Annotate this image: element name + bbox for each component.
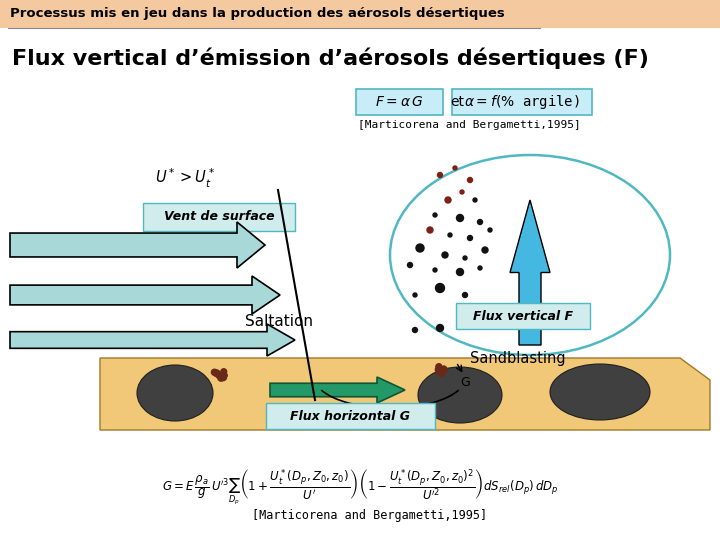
Circle shape — [478, 266, 482, 270]
Circle shape — [456, 214, 464, 221]
Circle shape — [453, 166, 457, 170]
Circle shape — [473, 198, 477, 202]
Circle shape — [460, 190, 464, 194]
Circle shape — [442, 366, 446, 370]
Text: Flux horizontal G: Flux horizontal G — [290, 409, 410, 422]
Circle shape — [222, 372, 227, 377]
Text: et: et — [450, 95, 464, 109]
Ellipse shape — [418, 367, 502, 423]
Circle shape — [456, 268, 464, 275]
Circle shape — [216, 372, 221, 378]
Circle shape — [463, 256, 467, 260]
Circle shape — [436, 325, 444, 332]
Text: $\alpha = f(\%$ argile): $\alpha = f(\%$ argile) — [464, 93, 580, 111]
Circle shape — [436, 368, 439, 372]
Polygon shape — [10, 222, 265, 268]
Circle shape — [443, 368, 446, 372]
Ellipse shape — [137, 365, 213, 421]
FancyBboxPatch shape — [452, 89, 592, 115]
Circle shape — [214, 370, 220, 376]
Circle shape — [408, 262, 413, 267]
Circle shape — [427, 227, 433, 233]
Ellipse shape — [550, 364, 650, 420]
Circle shape — [413, 327, 418, 333]
Circle shape — [462, 293, 467, 298]
Circle shape — [413, 293, 417, 297]
Circle shape — [223, 374, 228, 377]
Circle shape — [477, 219, 482, 225]
FancyBboxPatch shape — [266, 403, 435, 429]
Text: Processus mis en jeu dans la production des aérosols désertiques: Processus mis en jeu dans la production … — [10, 8, 505, 21]
Circle shape — [220, 374, 227, 381]
Circle shape — [441, 367, 447, 373]
Circle shape — [217, 375, 225, 381]
Circle shape — [467, 178, 472, 183]
Text: Flux vertical F: Flux vertical F — [473, 309, 573, 322]
Text: Flux vertical d’émission d’aérosols désertiques (F): Flux vertical d’émission d’aérosols dése… — [12, 47, 649, 69]
Circle shape — [442, 252, 448, 258]
Circle shape — [457, 315, 463, 321]
FancyBboxPatch shape — [356, 89, 443, 115]
Circle shape — [467, 235, 472, 240]
Polygon shape — [10, 276, 280, 314]
Text: $F = \alpha\, G$: $F = \alpha\, G$ — [375, 95, 424, 109]
Circle shape — [433, 268, 437, 272]
Bar — [0, 0, 720, 28]
Circle shape — [220, 372, 226, 377]
FancyBboxPatch shape — [143, 203, 295, 231]
Text: $G = E\,\dfrac{\rho_a}{g}\,U^{\prime 3}\sum_{D_p}\left(1 + \dfrac{U_t^*(D_p,Z_0,: $G = E\,\dfrac{\rho_a}{g}\,U^{\prime 3}\… — [162, 467, 558, 507]
Circle shape — [436, 284, 444, 293]
Text: Vent de surface: Vent de surface — [163, 211, 274, 224]
Text: $U^* > U^*_t$: $U^* > U^*_t$ — [155, 166, 215, 190]
Circle shape — [445, 197, 451, 203]
Polygon shape — [510, 200, 550, 345]
Text: [Marticorena and Bergametti,1995]: [Marticorena and Bergametti,1995] — [358, 120, 581, 130]
Circle shape — [441, 367, 447, 373]
Text: [Marticorena and Bergametti,1995]: [Marticorena and Bergametti,1995] — [253, 509, 487, 522]
Circle shape — [438, 172, 443, 178]
Circle shape — [436, 368, 443, 375]
Circle shape — [478, 306, 482, 310]
Polygon shape — [100, 358, 710, 430]
Circle shape — [416, 244, 424, 252]
Circle shape — [442, 370, 446, 373]
Circle shape — [448, 233, 452, 237]
Text: Saltation: Saltation — [245, 314, 313, 329]
Text: Sandblasting: Sandblasting — [470, 350, 566, 366]
Circle shape — [433, 213, 437, 217]
Polygon shape — [10, 324, 295, 356]
Circle shape — [488, 228, 492, 232]
Circle shape — [437, 368, 444, 374]
Circle shape — [436, 364, 442, 370]
Circle shape — [213, 370, 220, 376]
Polygon shape — [270, 377, 405, 403]
Circle shape — [221, 369, 227, 375]
Text: G: G — [460, 375, 470, 388]
Circle shape — [482, 247, 488, 253]
Circle shape — [212, 369, 217, 375]
FancyBboxPatch shape — [456, 303, 590, 329]
Circle shape — [439, 371, 445, 376]
